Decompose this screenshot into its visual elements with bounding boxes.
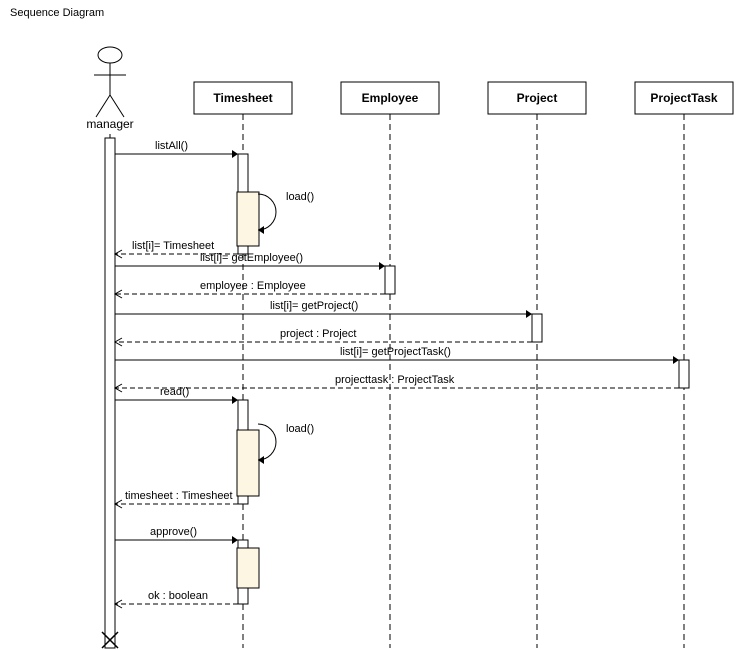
- lifeline-label-projecttask: ProjectTask: [650, 91, 717, 105]
- self-call-label: load(): [286, 191, 314, 203]
- activation-timesheet-inner2: [237, 430, 259, 496]
- message-label: ok : boolean: [148, 590, 208, 602]
- actor-leg-left: [96, 95, 110, 117]
- lifeline-label-employee: Employee: [362, 91, 419, 105]
- message-label: listAll(): [155, 140, 188, 152]
- message-label: read(): [160, 386, 189, 398]
- activation-projecttask: [679, 360, 689, 388]
- message-label: list[i]= Timesheet: [132, 240, 214, 252]
- self-call-arc: [258, 424, 276, 460]
- message-label: timesheet : Timesheet: [125, 490, 233, 502]
- activation-timesheet-inner3: [237, 548, 259, 588]
- activation-project: [532, 314, 542, 342]
- arrowhead: [526, 310, 532, 318]
- arrowhead: [232, 150, 238, 158]
- arrowhead: [232, 536, 238, 544]
- message-label: approve(): [150, 526, 197, 538]
- arrowhead: [379, 262, 385, 270]
- actor-label: manager: [86, 117, 133, 131]
- self-call-label: load(): [286, 423, 314, 435]
- arrowhead: [673, 356, 679, 364]
- diagram-title: Sequence Diagram: [10, 7, 104, 19]
- message-label: project : Project: [280, 328, 356, 340]
- message-label: employee : Employee: [200, 280, 306, 292]
- activation-timesheet-inner1: [237, 192, 259, 246]
- message-label: list[i]= getProject(): [270, 300, 358, 312]
- message-label: list[i]= getProjectTask(): [340, 346, 451, 358]
- self-call-arc: [258, 194, 276, 230]
- sequence-diagram: Sequence Diagram manager Timesheet Employee…: [0, 0, 756, 650]
- lifeline-label-timesheet: Timesheet: [213, 91, 272, 105]
- activation-employee: [385, 266, 395, 294]
- actor-head: [98, 47, 122, 63]
- message-label: projecttask : ProjectTask: [335, 374, 455, 386]
- activation-actor: [105, 138, 115, 648]
- message-label: list[i]= getEmployee(): [200, 252, 303, 264]
- lifeline-label-project: Project: [517, 91, 558, 105]
- actor-leg-right: [110, 95, 124, 117]
- arrowhead: [232, 396, 238, 404]
